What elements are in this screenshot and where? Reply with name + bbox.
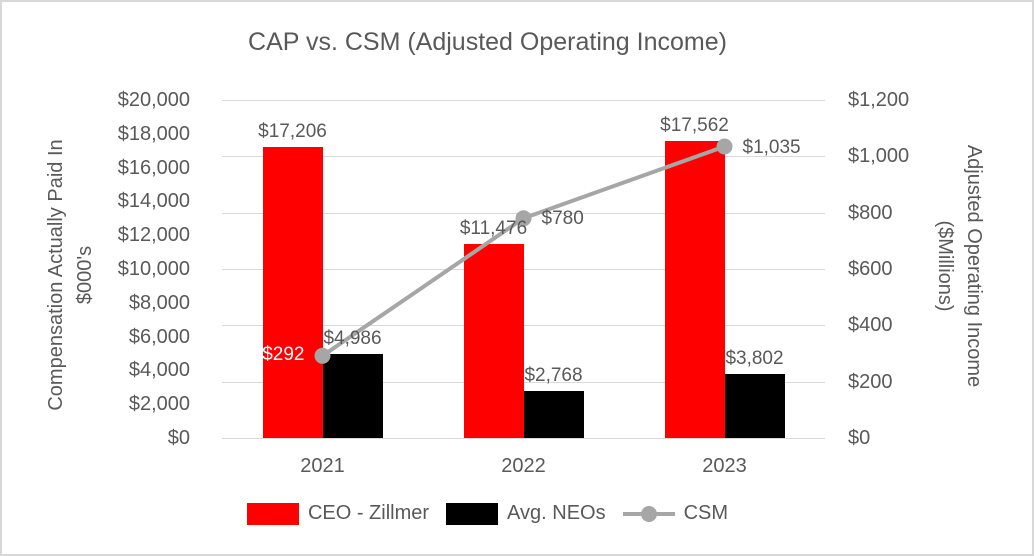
bar-value-label: $3,802: [725, 347, 784, 369]
left-axis-tick-label: $2,000: [128, 393, 190, 416]
left-axis-tick-label: $4,000: [128, 359, 190, 382]
legend-label: CEO - Zillmer: [307, 502, 430, 524]
gridline: [222, 156, 825, 158]
legend-item-csm: CSM: [622, 502, 729, 525]
left-axis-tick-label: $8,000: [128, 291, 190, 314]
legend-marker-icon: [640, 505, 657, 522]
legend-swatch-icon: [246, 502, 299, 525]
left-axis-tick-label: $14,000: [117, 190, 190, 213]
bar-avg-neos-2022: [523, 391, 584, 438]
bar-ceo-zillmer-2021: [262, 147, 323, 438]
line-value-label: $1,035: [742, 136, 801, 158]
csm-marker-2022: [515, 210, 532, 227]
legend-line-marker-icon: [622, 505, 675, 523]
right-axis-tick-label: $0: [848, 427, 871, 449]
legend-label: Avg. NEOs: [507, 502, 606, 524]
x-axis-category-label: 2023: [702, 455, 747, 477]
bar-value-label: $4,986: [323, 327, 382, 349]
legend: CEO - Zillmer Avg. NEOs CSM: [0, 502, 975, 525]
bar-value-label: $2,768: [524, 365, 583, 387]
gridline: [222, 100, 825, 101]
chart-title: CAP vs. CSM (Adjusted Operating Income): [248, 28, 727, 56]
bar-value-label: $17,562: [660, 115, 729, 137]
line-value-label: $780: [541, 208, 584, 230]
right-axis-tick-label: $1,200: [848, 89, 910, 111]
left-axis-tick-label: $16,000: [117, 156, 190, 179]
csm-line: [321, 144, 726, 358]
legend-label: CSM: [683, 502, 729, 524]
csm-marker-2023: [716, 138, 733, 155]
bar-value-label: $11,476: [459, 218, 528, 240]
left-axis-tick-label: $20,000: [117, 89, 190, 111]
x-axis-category-label: 2022: [501, 455, 546, 477]
left-axis-tick-label: $0: [167, 427, 190, 449]
csm-marker-2021: [314, 347, 331, 364]
gridline: [222, 438, 825, 439]
left-axis-tick-label: $10,000: [117, 258, 190, 280]
legend-item-ceo-zillmer: CEO - Zillmer: [246, 502, 430, 525]
bar-ceo-zillmer-2023: [664, 141, 725, 438]
bar-avg-neos-2021: [322, 353, 383, 438]
bar-value-label: $17,206: [258, 121, 327, 143]
x-axis-category-label: 2021: [300, 455, 345, 477]
legend-swatch-icon: [446, 502, 499, 525]
bar-ceo-zillmer-2022: [463, 244, 524, 438]
right-axis-tick-label: $400: [848, 314, 893, 337]
right-axis-tick-label: $1,000: [848, 145, 910, 168]
left-axis-tick-label: $18,000: [117, 122, 190, 145]
gridline: [222, 325, 825, 327]
legend-item-avg-neos: Avg. NEOs: [446, 502, 606, 525]
left-axis-tick-label: $12,000: [117, 224, 190, 247]
gridline: [222, 381, 825, 383]
line-value-label: $292: [262, 343, 305, 365]
bar-avg-neos-2023: [724, 373, 785, 438]
gridline: [222, 269, 825, 270]
right-axis-tick-label: $200: [848, 370, 893, 393]
left-axis-tick-label: $6,000: [128, 325, 190, 348]
right-axis-tick-label: $600: [848, 258, 893, 280]
right-axis-tick-label: $800: [848, 201, 893, 224]
